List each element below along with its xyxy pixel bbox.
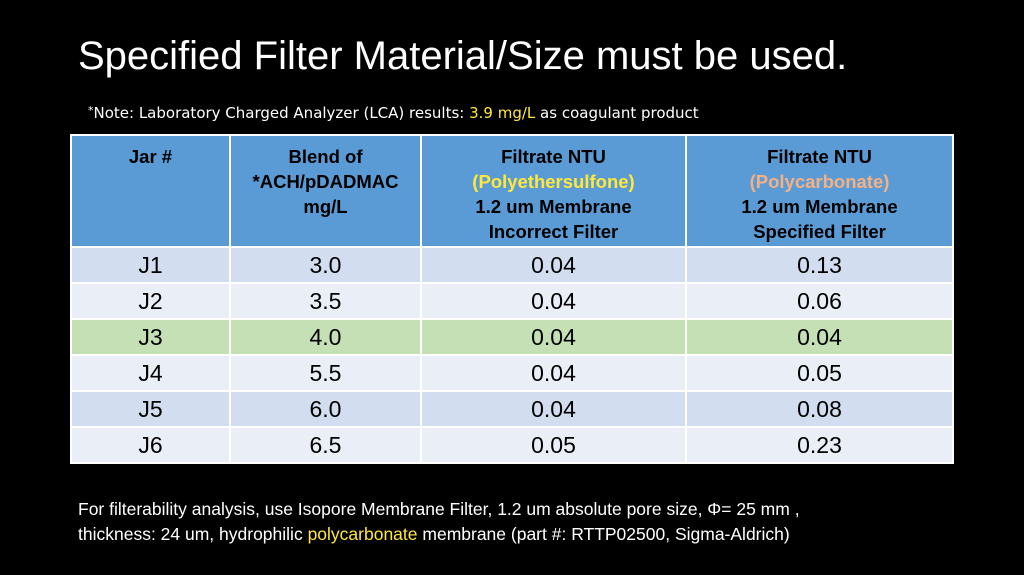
header-blend: Blend of *ACH/pDADMAC mg/L bbox=[229, 134, 422, 248]
header-jar: Jar # bbox=[70, 134, 231, 248]
jar-test-table: Jar # Blend of *ACH/pDADMAC mg/L Filtrat… bbox=[70, 134, 954, 464]
header-blend-line1: Blend of bbox=[288, 146, 363, 167]
cell-blend: 5.5 bbox=[229, 354, 422, 392]
cell-pes-ntu: 0.04 bbox=[420, 282, 687, 320]
header-pes-line3: 1.2 um Membrane bbox=[475, 196, 632, 217]
table-row-highlighted: J3 4.0 0.04 0.04 bbox=[70, 318, 954, 356]
cell-pc-ntu: 0.08 bbox=[685, 390, 954, 428]
footer-line2: thickness: 24 um, hydrophilic polycarbon… bbox=[78, 522, 978, 547]
header-pc: Filtrate NTU (Polycarbonate) 1.2 um Memb… bbox=[685, 134, 954, 248]
header-pes-material: (Polyethersulfone) bbox=[472, 171, 635, 192]
table-row: J6 6.5 0.05 0.23 bbox=[70, 426, 954, 464]
slide-title: Specified Filter Material/Size must be u… bbox=[78, 34, 848, 78]
cell-jar: J1 bbox=[70, 246, 231, 284]
note-asterisk: * bbox=[88, 104, 94, 117]
note-lca-value: 3.9 mg/L bbox=[469, 104, 536, 122]
cell-pes-ntu: 0.04 bbox=[420, 354, 687, 392]
header-pes-line1: Filtrate NTU bbox=[501, 146, 606, 167]
cell-pes-ntu: 0.04 bbox=[420, 390, 687, 428]
cell-blend: 3.0 bbox=[229, 246, 422, 284]
header-blend-line2: *ACH/pDADMAC bbox=[252, 171, 399, 192]
cell-pc-ntu: 0.06 bbox=[685, 282, 954, 320]
footer-line2-suffix: membrane (part #: RTTP02500, Sigma-Aldri… bbox=[417, 524, 790, 544]
filter-spec-footer: For filterability analysis, use Isopore … bbox=[78, 497, 978, 547]
cell-pes-ntu: 0.04 bbox=[420, 318, 687, 356]
cell-blend: 6.5 bbox=[229, 426, 422, 464]
table-row: J5 6.0 0.04 0.08 bbox=[70, 390, 954, 428]
header-pc-material: (Polycarbonate) bbox=[749, 171, 890, 192]
cell-pes-ntu: 0.04 bbox=[420, 246, 687, 284]
footer-polycarbonate-highlight: polycarbonate bbox=[307, 524, 418, 544]
note-suffix: as coagulant product bbox=[535, 104, 699, 122]
header-jar-label: Jar # bbox=[128, 146, 173, 167]
cell-pc-ntu: 0.23 bbox=[685, 426, 954, 464]
cell-pes-ntu: 0.05 bbox=[420, 426, 687, 464]
header-blend-line3: mg/L bbox=[303, 196, 348, 217]
lca-note: *Note: Laboratory Charged Analyzer (LCA)… bbox=[88, 104, 699, 122]
header-pes-line4: Incorrect Filter bbox=[488, 221, 619, 242]
cell-jar: J4 bbox=[70, 354, 231, 392]
cell-pc-ntu: 0.05 bbox=[685, 354, 954, 392]
header-pc-line1: Filtrate NTU bbox=[767, 146, 872, 167]
footer-line2-prefix: thickness: 24 um, hydrophilic bbox=[78, 524, 308, 544]
cell-jar: J3 bbox=[70, 318, 231, 356]
cell-pc-ntu: 0.13 bbox=[685, 246, 954, 284]
table-row: J4 5.5 0.04 0.05 bbox=[70, 354, 954, 392]
header-pc-line4: Specified Filter bbox=[753, 221, 886, 242]
cell-pc-ntu: 0.04 bbox=[685, 318, 954, 356]
cell-blend: 6.0 bbox=[229, 390, 422, 428]
table-row: J2 3.5 0.04 0.06 bbox=[70, 282, 954, 320]
header-pc-line3: 1.2 um Membrane bbox=[741, 196, 898, 217]
cell-blend: 3.5 bbox=[229, 282, 422, 320]
footer-line1: For filterability analysis, use Isopore … bbox=[78, 499, 800, 519]
cell-jar: J5 bbox=[70, 390, 231, 428]
table-header-row: Jar # Blend of *ACH/pDADMAC mg/L Filtrat… bbox=[70, 134, 954, 248]
note-prefix: Note: Laboratory Charged Analyzer (LCA) … bbox=[93, 104, 470, 122]
table-row: J1 3.0 0.04 0.13 bbox=[70, 246, 954, 284]
cell-blend: 4.0 bbox=[229, 318, 422, 356]
cell-jar: J6 bbox=[70, 426, 231, 464]
cell-jar: J2 bbox=[70, 282, 231, 320]
header-pes: Filtrate NTU (Polyethersulfone) 1.2 um M… bbox=[420, 134, 687, 248]
